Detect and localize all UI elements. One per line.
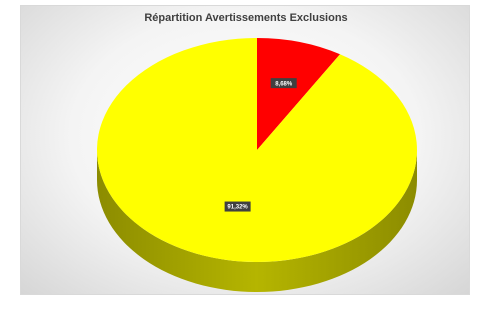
pie-top xyxy=(96,38,418,262)
pie-side xyxy=(97,150,417,292)
data-label-1: 91,32% xyxy=(224,201,251,212)
pie-slice-0[interactable] xyxy=(257,38,340,150)
data-label-text-0: 8,68% xyxy=(275,81,293,87)
pie-slice-1[interactable] xyxy=(96,38,418,262)
pie-labels: 8,68% 91,32% xyxy=(224,78,297,212)
data-label-text-1: 91,32% xyxy=(227,205,248,211)
chart-area: Répartition Avertissements Exclusions 8,… xyxy=(20,5,470,295)
pie-chart: 8,68% 91,32% xyxy=(96,38,418,292)
pie-side-wall xyxy=(97,150,417,292)
data-label-0: 8,68% xyxy=(270,78,297,89)
chart-title: Répartition Avertissements Exclusions xyxy=(144,12,348,24)
